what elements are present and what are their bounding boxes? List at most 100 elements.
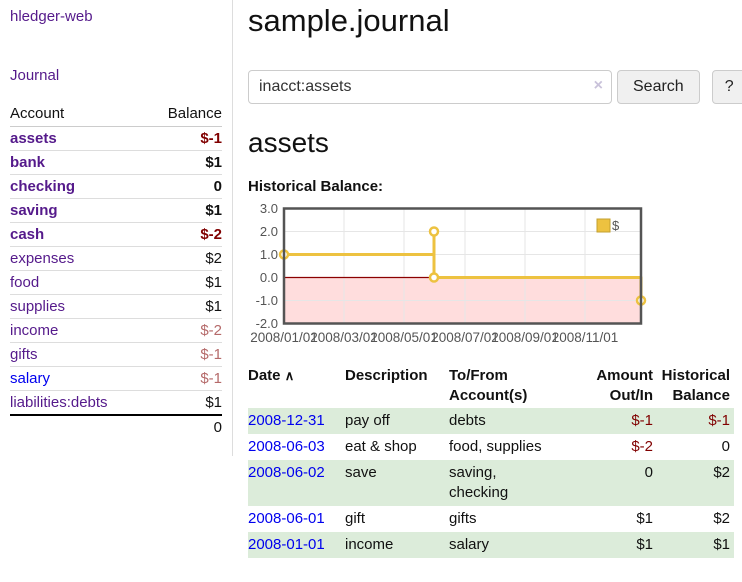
register-row: 2008-06-01 gift gifts $1 $2 — [248, 506, 734, 532]
app-title: hledger-web — [10, 8, 222, 26]
account-balance: $1 — [146, 198, 222, 223]
register-header-date[interactable]: Date ∧ — [248, 367, 295, 384]
transaction-date-link[interactable]: 2008-12-31 — [248, 412, 325, 429]
account-row-income: income $-2 — [10, 318, 222, 343]
svg-text:0.0: 0.0 — [260, 270, 278, 285]
account-balance: $-1 — [200, 130, 222, 147]
sort-asc-icon: ∧ — [284, 368, 295, 383]
transaction-amount: 0 — [644, 464, 653, 481]
transaction-amount: $1 — [636, 536, 653, 553]
account-row-bank: bank $1 — [10, 150, 222, 175]
account-row-food: food $1 — [10, 270, 222, 295]
account-balance: $2 — [146, 246, 222, 271]
transaction-balance: $1 — [713, 536, 730, 553]
account-link-salary[interactable]: salary — [10, 370, 51, 387]
chart-x-axis-labels: 2008/01/01 2008/03/01 2008/05/01 2008/07… — [250, 330, 618, 345]
transaction-date-link[interactable]: 2008-06-02 — [248, 464, 325, 481]
account-row-cash: cash $-2 — [10, 222, 222, 247]
chart-legend-label: $ — [612, 218, 620, 233]
account-balance: $-2 — [146, 318, 222, 343]
search-input[interactable] — [248, 70, 612, 104]
account-balance: $1 — [146, 150, 222, 175]
clear-search-icon[interactable]: × — [593, 77, 603, 94]
accounts-header-account: Account — [10, 103, 147, 127]
transaction-date-link[interactable]: 2008-06-01 — [248, 510, 325, 527]
account-link-supplies[interactable]: supplies — [10, 298, 66, 315]
sidebar-item-journal[interactable]: Journal — [10, 67, 60, 84]
svg-text:1.0: 1.0 — [260, 247, 278, 262]
account-link-checking[interactable]: checking — [10, 178, 76, 195]
transaction-balance: $-1 — [708, 412, 730, 429]
app-title-link[interactable]: hledger-web — [10, 8, 93, 25]
transaction-balance: 0 — [721, 438, 730, 455]
historical-balance-chart: $ 3.0 2.0 1.0 0.0 -1.0 -2.0 2008/01/01 2… — [248, 201, 718, 351]
transaction-description: save — [345, 464, 377, 481]
account-balance: $-2 — [146, 222, 222, 247]
account-page-title: assets — [248, 127, 329, 158]
account-row-expenses: expenses $2 — [10, 246, 222, 271]
search-button[interactable]: Search — [617, 70, 700, 104]
page-title: sample.journal — [248, 3, 450, 38]
register-row: 2008-06-02 save saving, checking 0 $2 — [248, 460, 734, 506]
register-table: Date ∧ Description To/From Account(s) Am… — [248, 364, 734, 558]
chart-legend-swatch — [596, 218, 611, 233]
svg-text:2008/05/01: 2008/05/01 — [370, 330, 438, 345]
account-balance: $1 — [146, 270, 222, 295]
svg-text:-1.0: -1.0 — [256, 293, 278, 308]
chart-caption: Historical Balance: — [248, 178, 384, 195]
account-row-gifts: gifts $-1 — [10, 342, 222, 367]
account-link-assets[interactable]: assets — [10, 130, 57, 147]
transaction-description: gift — [345, 510, 366, 527]
svg-text:2008/03/01: 2008/03/01 — [310, 330, 378, 345]
account-link-cash[interactable]: cash — [10, 226, 45, 243]
account-row-salary: salary $-1 — [10, 366, 222, 391]
account-balance: $-1 — [146, 366, 222, 391]
chart-y-axis-labels: 3.0 2.0 1.0 0.0 -1.0 -2.0 — [256, 201, 278, 331]
svg-text:2.0: 2.0 — [260, 224, 278, 239]
register-header-amount: Amount Out/In — [596, 367, 653, 404]
transaction-balance: $2 — [713, 510, 730, 527]
accounts-total-row: 0 — [10, 413, 222, 439]
transaction-accounts: salary — [449, 536, 490, 553]
transaction-description: income — [345, 536, 394, 553]
register-row: 2008-01-01 income salary $1 $1 — [248, 532, 734, 558]
chart-svg: $ 3.0 2.0 1.0 0.0 -1.0 -2.0 2008/01/01 2… — [250, 201, 647, 345]
account-link-saving[interactable]: saving — [10, 202, 58, 219]
transaction-date-link[interactable]: 2008-06-03 — [248, 438, 325, 455]
register-header-row: Date ∧ Description To/From Account(s) Am… — [248, 364, 734, 408]
account-row-saving: saving $1 — [10, 198, 222, 223]
account-row-liabilities-debts: liabilities:debts $1 — [10, 390, 222, 415]
transaction-description: pay off — [345, 412, 390, 429]
accounts-header-balance: Balance — [146, 103, 222, 127]
transaction-amount: $-1 — [631, 412, 653, 429]
account-link-bank[interactable]: bank — [10, 154, 46, 171]
account-balance: $1 — [146, 390, 222, 415]
accounts-table: Account Balance assets $-1 bank $1 check… — [10, 103, 222, 439]
transaction-amount: $1 — [636, 510, 653, 527]
register-row: 2008-06-03 eat & shop food, supplies $-2… — [248, 434, 734, 460]
transaction-amount: $-2 — [631, 438, 653, 455]
help-button[interactable]: ? — [711, 70, 742, 104]
account-link-expenses[interactable]: expenses — [10, 250, 75, 267]
account-balance: $-1 — [146, 342, 222, 367]
search-input-wrap: × — [248, 70, 612, 104]
svg-text:2008/11/01: 2008/11/01 — [552, 330, 619, 345]
transaction-accounts: gifts — [449, 510, 477, 527]
account-link-liabilities-debts[interactable]: liabilities:debts — [10, 393, 108, 411]
account-balance: 0 — [146, 174, 222, 199]
register-header-description: Description — [345, 367, 428, 384]
sidebar: hledger-web Journal Account Balance asse… — [0, 0, 233, 456]
search-form: × Search ? — [248, 70, 742, 104]
transaction-accounts: debts — [449, 412, 486, 429]
svg-text:3.0: 3.0 — [260, 203, 278, 216]
account-row-assets: assets $-1 — [10, 127, 222, 151]
transaction-date-link[interactable]: 2008-01-01 — [248, 536, 325, 553]
account-link-income[interactable]: income — [10, 322, 59, 339]
transaction-description: eat & shop — [345, 438, 417, 455]
svg-text:2008/09/01: 2008/09/01 — [491, 330, 559, 345]
account-link-food[interactable]: food — [10, 274, 40, 291]
main-content: sample.journal × Search ? assets Histori… — [234, 0, 742, 558]
account-link-gifts[interactable]: gifts — [10, 346, 38, 363]
register-header-balance: Historical Balance — [661, 367, 730, 404]
register-header-accounts: To/From Account(s) — [449, 367, 528, 404]
